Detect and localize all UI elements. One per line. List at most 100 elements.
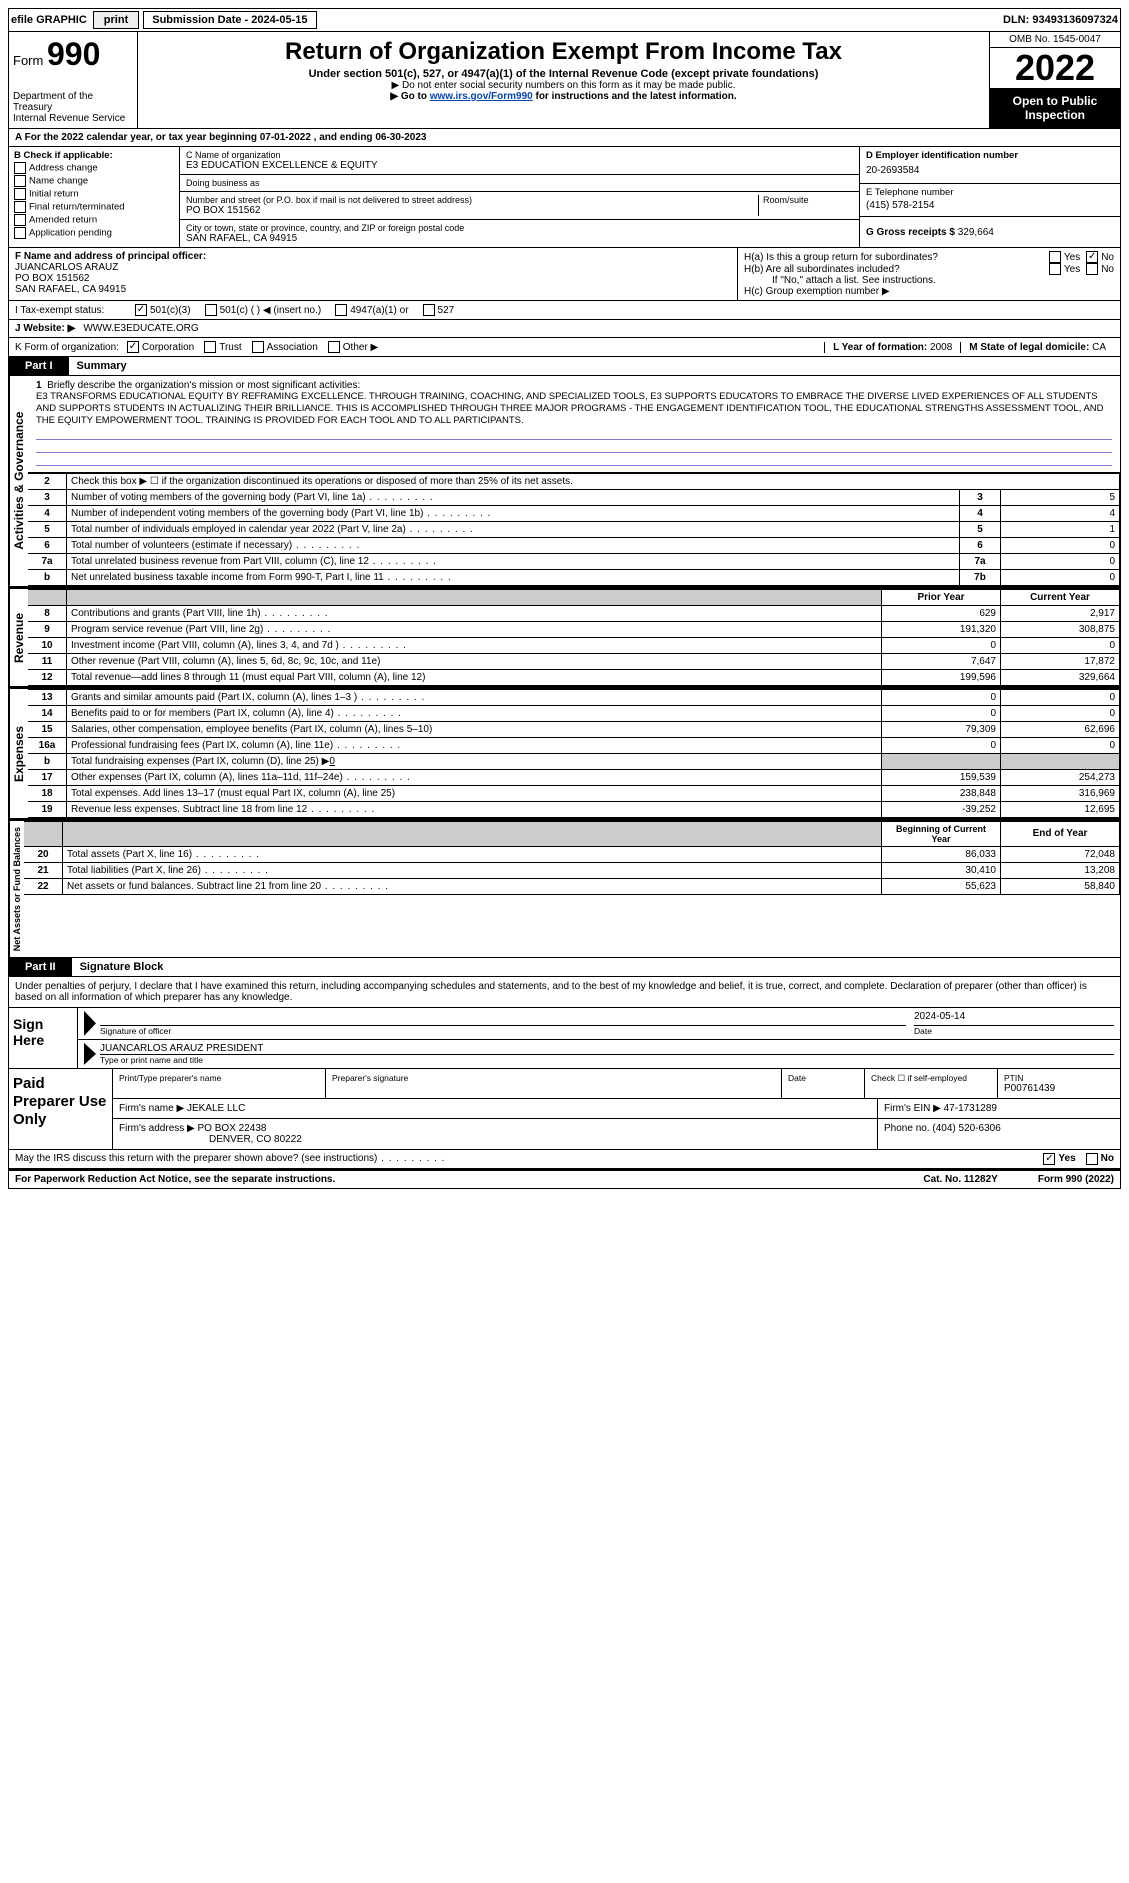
l12: Total revenue—add lines 8 through 11 (mu…: [67, 669, 882, 685]
part1-label: Part I: [9, 357, 69, 375]
l8: Contributions and grants (Part VIII, lin…: [67, 605, 882, 621]
chk-4947[interactable]: [335, 304, 347, 316]
ssn-note: ▶ Do not enter social security numbers o…: [146, 80, 981, 91]
c15: 62,696: [1001, 721, 1120, 737]
chk-other[interactable]: [328, 341, 340, 353]
irs-label: Internal Revenue Service: [13, 113, 133, 124]
irs-link[interactable]: www.irs.gov/Form990: [430, 91, 533, 102]
l11: Other revenue (Part VIII, column (A), li…: [67, 653, 882, 669]
k-opt-2: Association: [267, 342, 318, 353]
form-title: Return of Organization Exempt From Incom…: [146, 38, 981, 66]
p14: 0: [882, 705, 1001, 721]
chk-501c[interactable]: [205, 304, 217, 316]
c16: 0: [1001, 737, 1120, 753]
chk-address-change[interactable]: [14, 162, 26, 174]
prep-sig-label: Preparer's signature: [332, 1073, 775, 1083]
c12: 329,664: [1001, 669, 1120, 685]
officer-addr1: PO BOX 151562: [15, 273, 731, 284]
chk-assoc[interactable]: [252, 341, 264, 353]
paperwork-row: For Paperwork Reduction Act Notice, see …: [8, 1169, 1121, 1189]
discuss-row: May the IRS discuss this return with the…: [8, 1150, 1121, 1169]
phone-value: (415) 578-2154: [866, 198, 1114, 213]
v4: 4: [1001, 505, 1120, 521]
l19: Revenue less expenses. Subtract line 18 …: [67, 801, 882, 817]
col-b: B Check if applicable: Address change Na…: [9, 147, 180, 247]
section-activities-governance: Activities & Governance 1 Briefly descri…: [8, 376, 1121, 587]
expenses-table: 13Grants and similar amounts paid (Part …: [28, 689, 1120, 818]
room-label: Room/suite: [763, 195, 853, 205]
firm-ein-label: Firm's EIN ▶: [884, 1103, 941, 1114]
header-grid: B Check if applicable: Address change Na…: [8, 147, 1121, 248]
line-klm: K Form of organization: ✓ Corporation Tr…: [8, 338, 1121, 357]
discuss-yes-chk[interactable]: ✓: [1043, 1153, 1055, 1165]
hb-no-chk[interactable]: [1086, 263, 1098, 275]
street-label: Number and street (or P.O. box if mail i…: [186, 195, 758, 205]
chk-initial-return[interactable]: [14, 188, 26, 200]
gross-receipts: 329,664: [958, 227, 994, 238]
chk-amended[interactable]: [14, 214, 26, 226]
arrow-icon-2: [84, 1043, 96, 1065]
v6: 0: [1001, 537, 1120, 553]
k-opt-1: Trust: [219, 342, 241, 353]
ha-yes-chk[interactable]: [1049, 251, 1061, 263]
chk-trust[interactable]: [204, 341, 216, 353]
chk-501c3[interactable]: ✓: [135, 304, 147, 316]
title-box: Return of Organization Exempt From Incom…: [138, 32, 990, 128]
city-label: City or town, state or province, country…: [186, 223, 853, 233]
print-button[interactable]: print: [93, 11, 139, 29]
k-opt-3: Other ▶: [343, 342, 378, 353]
l9: Program service revenue (Part VIII, line…: [67, 621, 882, 637]
ha-no-chk[interactable]: ✓: [1086, 251, 1098, 263]
chk-name-change[interactable]: [14, 175, 26, 187]
signature-block: Under penalties of perjury, I declare th…: [8, 977, 1121, 1069]
b-item-0: Address change: [29, 163, 98, 174]
e-label: E Telephone number: [866, 187, 1114, 198]
part1-title: Summary: [69, 357, 135, 375]
paperwork-text: For Paperwork Reduction Act Notice, see …: [15, 1174, 923, 1185]
part2-label: Part II: [9, 958, 72, 976]
efile-label: efile GRAPHIC: [11, 14, 87, 26]
l22: Net assets or fund balances. Subtract li…: [63, 878, 882, 894]
hb-yes: Yes: [1064, 264, 1080, 275]
l21: Total liabilities (Part X, line 26): [63, 862, 882, 878]
dln-number: DLN: 93493136097324: [1003, 14, 1118, 26]
l4-desc: Number of independent voting members of …: [67, 505, 960, 521]
chk-app-pending[interactable]: [14, 227, 26, 239]
cat-no: Cat. No. 11282Y: [923, 1174, 997, 1185]
prep-name-label: Print/Type preparer's name: [119, 1073, 319, 1083]
open-inspection: Open to Public Inspection: [990, 88, 1120, 128]
i-opt-3: 527: [438, 305, 455, 316]
self-emp: Check ☐ if self-employed: [865, 1069, 998, 1098]
l20: Total assets (Part X, line 16): [63, 846, 882, 862]
discuss-text: May the IRS discuss this return with the…: [15, 1153, 1043, 1165]
section-f: F Name and address of principal officer:…: [9, 248, 738, 300]
chk-corp[interactable]: ✓: [127, 341, 139, 353]
b-item-5: Application pending: [29, 228, 112, 239]
v7a: 0: [1001, 553, 1120, 569]
p16: 0: [882, 737, 1001, 753]
org-name: E3 EDUCATION EXCELLENCE & EQUITY: [186, 160, 853, 171]
dept-treasury: Department of the Treasury: [13, 91, 133, 113]
form-number: 990: [47, 36, 100, 72]
omb-number: OMB No. 1545-0047: [990, 32, 1120, 48]
form-header: Form 990 Department of the Treasury Inte…: [8, 32, 1121, 129]
line-a: A For the 2022 calendar year, or tax yea…: [8, 129, 1121, 147]
c10: 0: [1001, 637, 1120, 653]
firm-addr-label: Firm's address ▶: [119, 1123, 195, 1134]
ha-yes: Yes: [1064, 252, 1080, 263]
discuss-no-chk[interactable]: [1086, 1153, 1098, 1165]
p8: 629: [882, 605, 1001, 621]
col-c: C Name of organization E3 EDUCATION EXCE…: [180, 147, 860, 247]
chk-527[interactable]: [423, 304, 435, 316]
l7a-desc: Total unrelated business revenue from Pa…: [67, 553, 960, 569]
hb-yes-chk[interactable]: [1049, 263, 1061, 275]
hb-note: If "No," attach a list. See instructions…: [744, 275, 1114, 286]
c-name-label: C Name of organization: [186, 150, 853, 160]
b-item-4: Amended return: [29, 215, 97, 226]
chk-final-return[interactable]: [14, 201, 26, 213]
line-j: J Website: ▶ WWW.E3EDUCATE.ORG: [8, 320, 1121, 338]
c9: 308,875: [1001, 621, 1120, 637]
sign-here-label: Sign Here: [9, 1008, 78, 1068]
vert-net-assets: Net Assets or Fund Balances: [9, 821, 24, 957]
discuss-no: No: [1101, 1153, 1114, 1165]
